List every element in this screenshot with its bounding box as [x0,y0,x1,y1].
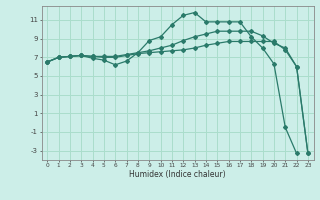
X-axis label: Humidex (Indice chaleur): Humidex (Indice chaleur) [129,170,226,179]
